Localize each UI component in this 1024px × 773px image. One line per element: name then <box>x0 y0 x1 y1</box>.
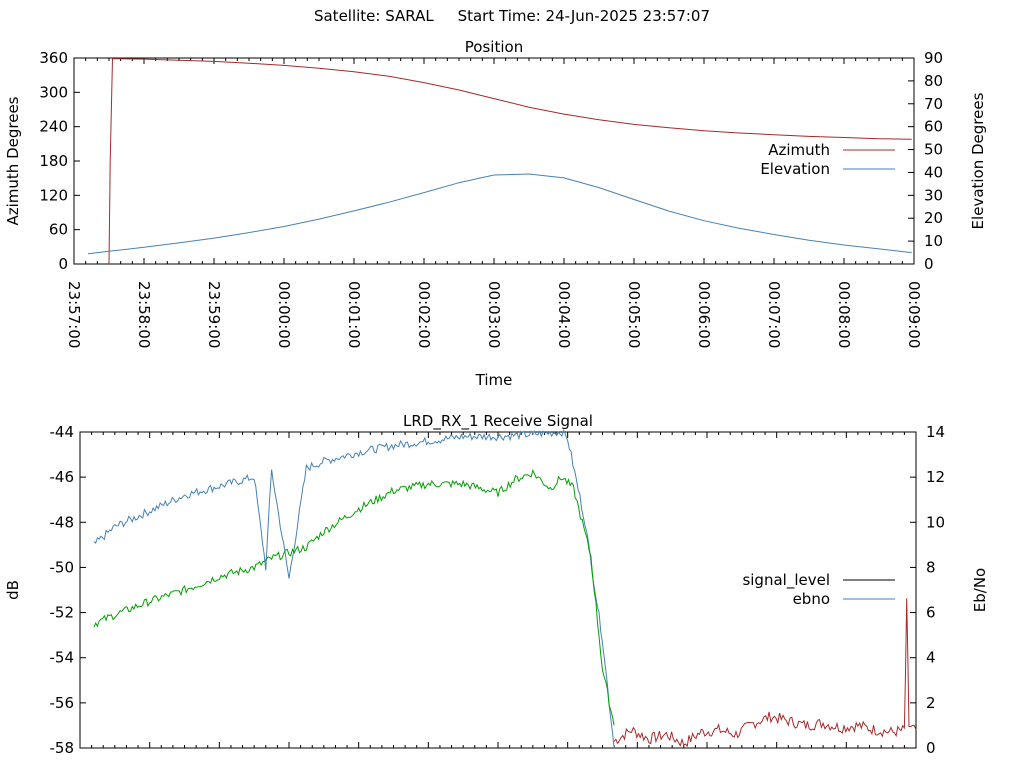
receive-signal-chart: LRD_RX_1 Receive Signal -44 -46 -48 -50 -52 -5… <box>4 412 989 757</box>
right-tick-label: 0 <box>924 255 934 273</box>
legend-label: Azimuth <box>768 141 830 159</box>
azimuth-line <box>108 58 912 265</box>
chart-header: Satellite: SARAL Start Time: 24-Jun-2025… <box>0 7 1024 25</box>
legend-label: Elevation <box>760 160 830 178</box>
right-tick-label: 70 <box>924 95 943 113</box>
x-tick-label: 23:57:00 <box>65 281 83 348</box>
satellite-label: Satellite: SARAL <box>313 7 434 25</box>
x-tick-label: 23:59:00 <box>205 281 223 348</box>
legend-label: ebno <box>793 590 830 608</box>
left-tick-label: -48 <box>50 513 75 531</box>
left-tick-label: -52 <box>50 604 75 622</box>
right-tick-label: 90 <box>924 49 943 67</box>
x-tick-label: 00:05:00 <box>625 281 643 348</box>
right-tick-label: 14 <box>926 423 945 441</box>
left-tick-label: 240 <box>39 118 68 136</box>
left-tick-label: 300 <box>39 83 68 101</box>
x-tick-label: 00:08:00 <box>835 281 853 348</box>
right-tick-label: 50 <box>924 141 943 159</box>
right-tick-label: 6 <box>926 604 936 622</box>
ebno-line <box>93 428 615 749</box>
left-tick-label: -56 <box>50 694 75 712</box>
signal-level-line <box>613 598 917 748</box>
y-axis-label: dB <box>4 580 22 600</box>
left-tick-label: 120 <box>39 186 68 204</box>
right-tick-label: 80 <box>924 72 943 90</box>
y-axis-label: Azimuth Degrees <box>4 96 22 225</box>
x-axis-label: Time <box>475 371 513 389</box>
x-tick-label: 23:58:00 <box>135 281 153 348</box>
chart-title: Position <box>465 38 523 56</box>
left-tick-label: -54 <box>50 649 75 667</box>
series-2-line <box>93 469 615 726</box>
right-tick-label: 60 <box>924 118 943 136</box>
x-tick-label: 00:06:00 <box>695 281 713 348</box>
right-tick-label: 40 <box>924 163 943 181</box>
right-tick-label: 10 <box>924 232 943 250</box>
left-tick-label: -46 <box>50 468 75 486</box>
right-tick-label: 4 <box>926 649 936 667</box>
x-tick-label: 00:07:00 <box>765 281 783 348</box>
x-tick-label: 00:09:00 <box>905 281 923 348</box>
right-tick-label: 8 <box>926 558 936 576</box>
y2-axis-label: Elevation Degrees <box>969 92 987 229</box>
x-tick-label: 00:02:00 <box>415 281 433 348</box>
plot-frame <box>79 431 917 749</box>
left-tick-label: -58 <box>50 739 75 757</box>
right-tick-label: 12 <box>926 468 945 486</box>
x-tick-label: 00:03:00 <box>485 281 503 348</box>
left-tick-label: 360 <box>39 49 68 67</box>
left-tick-label: -44 <box>50 423 75 441</box>
position-chart: Position 0 60 120 180 240 300 360 0 10 20 30 40 50 60 7… <box>4 38 987 389</box>
y2-axis-label: Eb/No <box>971 568 989 612</box>
left-tick-label: 60 <box>49 221 68 239</box>
right-tick-label: 2 <box>926 694 936 712</box>
right-tick-label: 0 <box>926 739 936 757</box>
start-time-label: Start Time: 24-Jun-2025 23:57:07 <box>457 7 711 25</box>
x-tick-label: 00:01:00 <box>345 281 363 348</box>
right-tick-label: 20 <box>924 209 943 227</box>
legend-label: signal_level <box>742 571 830 590</box>
elevation-line <box>87 173 912 255</box>
right-tick-label: 30 <box>924 186 943 204</box>
left-tick-label: 0 <box>58 255 68 273</box>
chart-title: LRD_RX_1 Receive Signal <box>403 412 593 431</box>
x-tick-label: 00:00:00 <box>275 281 293 348</box>
right-tick-label: 10 <box>926 513 945 531</box>
left-tick-label: -50 <box>50 558 75 576</box>
x-tick-label: 00:04:00 <box>555 281 573 348</box>
left-tick-label: 180 <box>39 152 68 170</box>
